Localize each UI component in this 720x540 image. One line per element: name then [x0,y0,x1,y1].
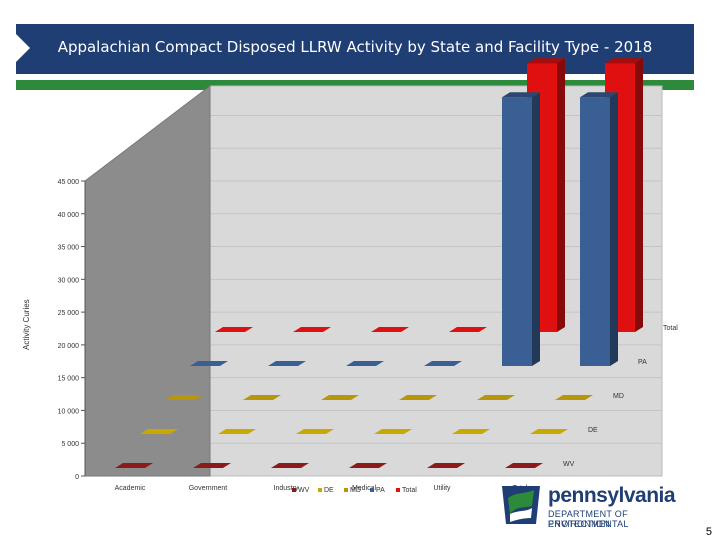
y-tick-label: 45 000 [58,179,80,186]
logo-line-1: DEPARTMENT OF ENVIRONMENTAL [548,509,629,529]
bar-pa-2 [346,361,384,366]
y-tick-label: 10 000 [58,408,80,415]
bar-de-3 [374,429,412,434]
legend-label-wv: WV [298,487,310,494]
legend-swatch-pa [370,488,374,492]
chart-side-wall [84,84,211,477]
legend-swatch-de [318,488,322,492]
category-label-industry: Industry [274,485,299,492]
bar-pa-0 [190,361,228,366]
bar-total-0 [215,327,253,332]
bar-total-3 [449,327,487,332]
y-tick-label: 0 [75,474,79,481]
bar-pa-3 [424,361,462,366]
bar-side-pa-5 [610,92,618,366]
y-tick-label: 40 000 [58,212,80,219]
green-divider [16,80,694,90]
bar-wv-2 [271,463,309,468]
legend-swatch-wv [292,488,296,492]
y-tick-label: 35 000 [58,245,80,252]
depth-label-md: MD [613,393,624,400]
bar-side-pa-4 [532,92,540,366]
slide-title: Appalachian Compact Disposed LLRW Activi… [57,38,653,56]
bar-de-4 [452,429,490,434]
bar-wv-3 [349,463,387,468]
y-tick-label: 25 000 [58,310,80,317]
bar-wv-1 [193,463,231,468]
bar-md-5 [555,395,593,400]
bar-top-pa-5 [580,92,618,98]
bar-md-2 [321,395,359,400]
bar-de-0 [140,429,178,434]
keystone-icon [502,486,540,524]
bar-top-total-4 [527,58,565,64]
bar-pa-1 [268,361,306,366]
page-number: 5 [705,526,712,538]
legend-label-de: DE [324,487,334,494]
bar-side-total-5 [635,58,643,332]
depth-label-wv: WV [563,461,575,468]
logo-line-2: PROTECTION [548,519,611,529]
bar-wv-4 [427,463,465,468]
bar-top-pa-4 [502,92,540,98]
category-label-medical: Medical [352,485,377,492]
y-tick-label: 5 000 [61,441,79,448]
y-tick-label: 20 000 [58,343,80,350]
y-tick-label: 30 000 [58,277,80,284]
legend-label-pa: PA [376,487,385,494]
bar-pa-4 [502,97,532,366]
bar-pa-5 [580,97,610,366]
category-label-utility: Utility [433,485,451,492]
bar-top-total-5 [605,58,643,64]
bar-de-1 [218,429,256,434]
bar-total-2 [371,327,409,332]
bar-de-2 [296,429,334,434]
depth-label-pa: PA [638,359,647,366]
bar-wv-5 [505,463,543,468]
bar-md-4 [477,395,515,400]
bar-md-0 [165,395,203,400]
category-label-government: Government [189,485,228,492]
bar-wv-0 [115,463,153,468]
logo-wordmark: pennsylvania [548,484,676,507]
bar-de-5 [530,429,568,434]
bar-total-1 [293,327,331,332]
banner-arrow-icon [16,34,30,62]
pa-dep-logo: pennsylvania DEPARTMENT OF ENVIRONMENTAL… [498,484,698,530]
legend-swatch-total [396,488,400,492]
y-axis-label: Activity Curies [22,299,31,350]
category-label-academic: Academic [115,485,146,492]
depth-label-total: Total [663,325,678,332]
legend-swatch-md [344,488,348,492]
bar-side-total-4 [557,58,565,332]
bar-md-1 [243,395,281,400]
title-banner: Appalachian Compact Disposed LLRW Activi… [16,24,694,74]
y-tick-label: 15 000 [58,376,80,383]
legend-label-md: MD [350,487,361,494]
bar-md-3 [399,395,437,400]
depth-label-de: DE [588,427,598,434]
legend-label-total: Total [402,487,417,494]
